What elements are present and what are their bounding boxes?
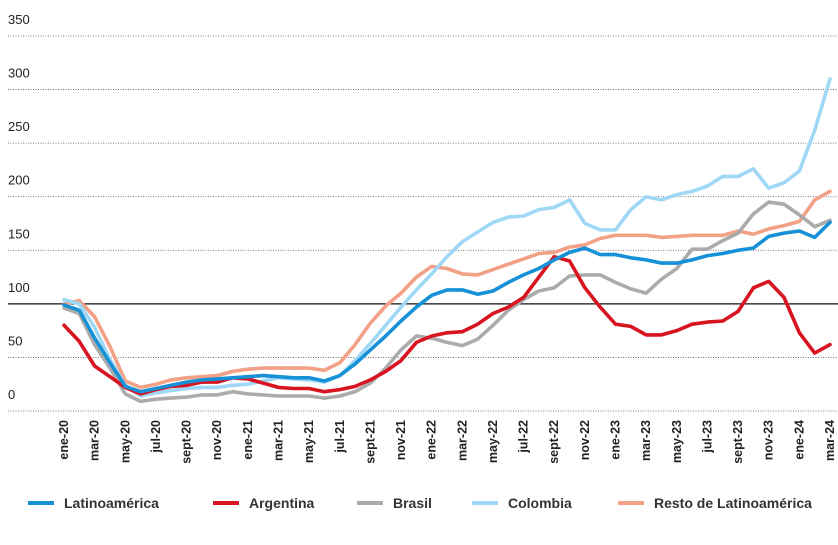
x-tick-label: jul-22 — [517, 420, 531, 454]
series-line — [62, 200, 832, 404]
legend-label: Argentina — [249, 495, 315, 511]
legend-label: Latinoamérica — [64, 495, 159, 511]
y-tick-label: 200 — [8, 173, 30, 188]
x-tick-label: may-23 — [670, 420, 684, 463]
x-tick-label: ene-24 — [792, 420, 806, 460]
x-tick-label: ene-21 — [241, 420, 255, 460]
x-tick-label: may-20 — [118, 420, 132, 463]
x-tick-label: mar-21 — [271, 420, 285, 461]
x-tick-label: jul-23 — [700, 420, 714, 454]
series-line — [62, 189, 832, 390]
legend-label: Resto de Latinoamérica — [654, 495, 812, 511]
x-tick-label: ene-23 — [609, 420, 623, 460]
x-tick-label: mar-23 — [639, 420, 653, 461]
x-tick-label: mar-20 — [88, 420, 102, 461]
y-tick-label: 300 — [8, 66, 30, 81]
x-tick-label: sept-20 — [180, 420, 194, 464]
x-tick-label: may-22 — [486, 420, 500, 463]
x-tick-label: sept-22 — [547, 420, 561, 464]
x-tick-label: sept-21 — [363, 420, 377, 464]
x-tick-label: ene-22 — [425, 420, 439, 460]
x-tick-label: mar-22 — [455, 420, 469, 461]
series-line — [62, 254, 832, 396]
y-tick-label: 50 — [8, 333, 22, 348]
y-tick-label: 0 — [8, 387, 15, 402]
series-line — [62, 220, 832, 394]
series-line — [62, 77, 832, 398]
y-tick-label: 150 — [8, 226, 30, 241]
x-tick-label: jul-21 — [333, 420, 347, 454]
y-tick-label: 100 — [8, 280, 30, 295]
legend-label: Colombia — [508, 495, 572, 511]
x-tick-label: may-21 — [302, 420, 316, 463]
y-tick-label: 250 — [8, 119, 30, 134]
x-tick-label: nov-23 — [762, 420, 776, 460]
x-tick-label: sept-23 — [731, 420, 745, 464]
legend-label: Brasil — [393, 495, 432, 511]
x-tick-label: nov-21 — [394, 420, 408, 460]
x-tick-label: mar-24 — [823, 420, 837, 461]
x-tick-label: nov-20 — [210, 420, 224, 460]
x-tick-label: jul-20 — [149, 420, 163, 454]
x-tick-label: ene-20 — [57, 420, 71, 460]
x-tick-label: nov-22 — [578, 420, 592, 460]
y-tick-label: 350 — [8, 12, 30, 27]
